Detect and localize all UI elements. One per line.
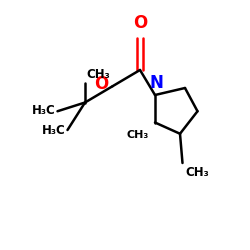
Text: O: O xyxy=(94,75,108,93)
Text: O: O xyxy=(133,14,147,32)
Text: H₃C: H₃C xyxy=(42,124,66,136)
Text: CH₃: CH₃ xyxy=(126,130,149,140)
Text: H₃C: H₃C xyxy=(32,104,56,117)
Text: CH₃: CH₃ xyxy=(86,68,110,80)
Text: CH₃: CH₃ xyxy=(186,166,209,179)
Text: N: N xyxy=(149,74,163,92)
